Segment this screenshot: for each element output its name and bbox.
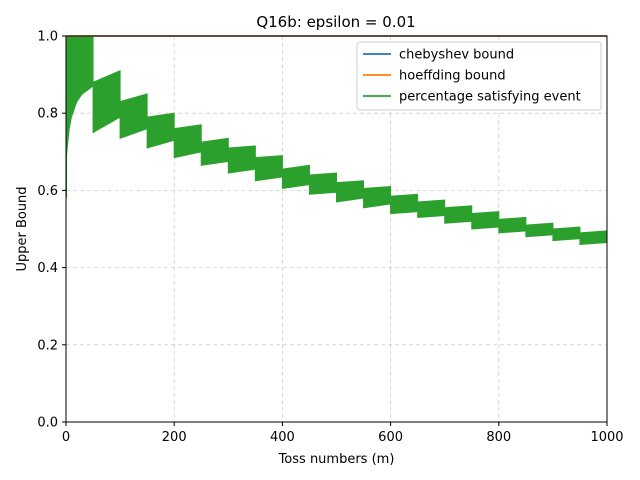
band-segment — [281, 164, 310, 190]
series-layer — [66, 35, 608, 245]
x-tick-label: 800 — [486, 430, 511, 445]
y-axis-label: Upper Bound — [15, 186, 30, 271]
band-segment — [336, 180, 365, 203]
ticks: 0 200 400 600 800 1000 0.0 0.2 0.4 0.6 0.8 1.0 — [37, 30, 623, 446]
y-tick-label: 0.8 — [37, 107, 58, 122]
band-segment — [471, 211, 500, 230]
chart-title: Q16b: epsilon = 0.01 — [256, 13, 415, 31]
band-segment — [308, 172, 337, 195]
x-tick-label: 0 — [62, 430, 70, 445]
y-tick-label: 0.0 — [37, 416, 58, 431]
band-segment — [525, 222, 554, 238]
band-segment — [254, 155, 283, 182]
band-segment — [417, 199, 446, 218]
y-tick-label: 0.6 — [37, 184, 58, 199]
band-segment — [227, 145, 256, 174]
legend: chebyshev bound hoeffding bound percentage… — [356, 41, 602, 111]
band-segment — [444, 205, 473, 224]
band-segment — [579, 230, 608, 245]
band-segment — [200, 137, 229, 166]
band-segment — [498, 216, 527, 234]
y-tick-label: 1.0 — [37, 30, 58, 45]
legend-label: percentage satisfying event — [399, 90, 581, 105]
band-segment — [390, 193, 419, 215]
y-tick-label: 0.2 — [37, 338, 58, 353]
band-segment — [363, 186, 392, 209]
x-tick-label: 200 — [162, 430, 187, 445]
band-segment — [552, 226, 581, 242]
x-tick-label: 400 — [270, 430, 295, 445]
band-segment — [173, 124, 202, 159]
x-tick-label: 1000 — [590, 430, 623, 445]
x-axis-label: Toss numbers (m) — [278, 452, 395, 467]
x-tick-label: 600 — [378, 430, 403, 445]
legend-label: hoeffding bound — [399, 69, 506, 84]
axes-frame — [65, 35, 608, 423]
y-tick-label: 0.4 — [37, 261, 58, 276]
legend-label: chebyshev bound — [399, 48, 514, 63]
legend-box — [356, 41, 602, 111]
